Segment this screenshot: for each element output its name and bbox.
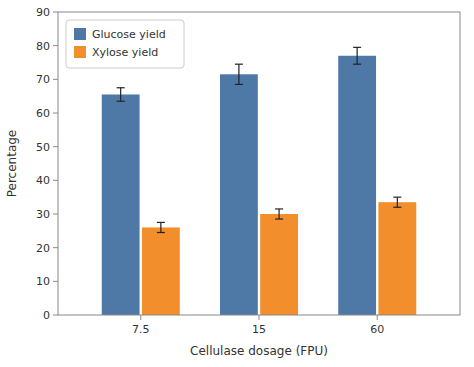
y-axis-label: Percentage [5,130,19,198]
x-tick [377,315,378,320]
y-tick-label: 80 [36,40,50,53]
error-bar-stem [279,209,280,219]
y-tick [53,79,58,80]
error-bar [393,197,401,207]
y-tick-label: 20 [36,242,50,255]
bars [102,47,417,315]
error-bar-cap [353,64,361,65]
error-bar-cap [117,101,125,102]
error-bar-cap [117,87,125,88]
y-tick-label: 50 [36,141,50,154]
error-bar-stem [357,47,358,64]
legend: Glucose yield Xylose yield [66,20,184,68]
error-bar-stem [238,64,239,84]
bar [378,202,416,315]
bar [142,227,180,315]
legend-label: Glucose yield [92,28,166,41]
error-bar-cap [393,207,401,208]
bar [102,94,140,315]
y-tick [53,180,58,181]
error-bar-stem [397,197,398,207]
y-tick [53,214,58,215]
error-bar [353,47,361,64]
y-tick-label: 60 [36,107,50,120]
error-bar-stem [120,88,121,101]
bar [338,56,376,315]
x-tick [259,315,260,320]
y-tick [53,146,58,147]
plot-frame [58,12,460,315]
bar [220,74,258,315]
y-tick [53,12,58,13]
error-bar-cap [235,84,243,85]
error-bar [275,209,283,219]
y-tick-label: 10 [36,275,50,288]
y-tick [53,113,58,114]
error-bar-cap [393,197,401,198]
x-axis-label: Cellulase dosage (FPU) [190,344,328,358]
x-tick-label: 60 [370,323,384,336]
chart-container: 0 10 20 30 40 50 60 70 80 90 7.5 15 60 Cellulase dosa… [0,0,474,367]
error-bar [235,64,243,84]
error-bar-cap [353,47,361,48]
error-bar-stem [160,222,161,232]
y-tick-label: 40 [36,174,50,187]
legend-frame [66,20,184,68]
x-tick-label: 15 [252,323,266,336]
error-bar-cap [157,232,165,233]
y-tick-label: 0 [43,309,50,322]
y-tick-label: 90 [36,6,50,19]
x-tick [140,315,141,320]
legend-label: Xylose yield [92,46,158,59]
y-tick-label: 30 [36,208,50,221]
error-bar [117,88,125,101]
x-tick-label: 7.5 [132,323,150,336]
y-tick-label: 70 [36,73,50,86]
y-tick [53,281,58,282]
error-bar-cap [235,64,243,65]
chart-svg: 0 10 20 30 40 50 60 70 80 90 7.5 15 60 Cellulase dosa… [0,0,474,367]
y-tick [53,315,58,316]
legend-swatch [74,28,86,40]
y-tick [53,247,58,248]
error-bar-cap [275,218,283,219]
bar [260,214,298,315]
error-bar-cap [157,222,165,223]
legend-swatch [74,46,86,58]
y-tick [53,45,58,46]
error-bar [157,222,165,232]
error-bar-cap [275,208,283,209]
